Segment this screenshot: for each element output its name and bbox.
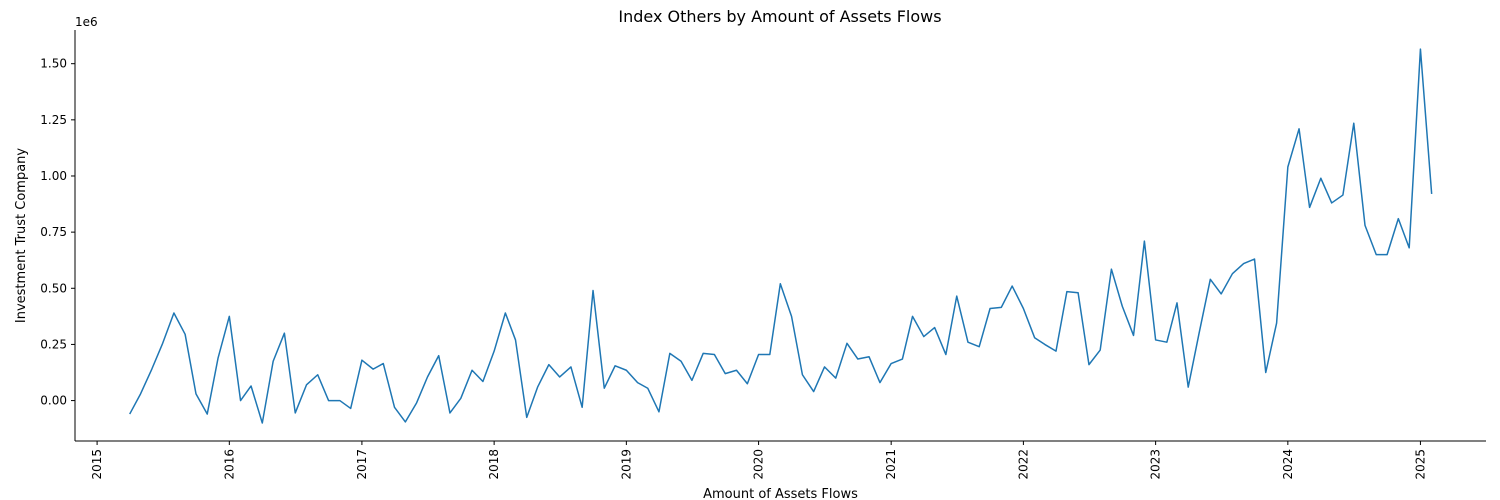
y-tick-label: 0.50 [40, 281, 67, 295]
y-tick-label: 1.00 [40, 169, 67, 183]
x-ticks: 2015 2016 2017 2018 2019 2020 2021 2022 2023 2024… [90, 441, 1427, 480]
x-tick-label: 2015 [90, 449, 104, 480]
x-tick-label: 2017 [355, 449, 369, 480]
x-tick-label: 2025 [1413, 449, 1427, 480]
y-tick-label: 0.75 [40, 225, 67, 239]
y-tick-label: 1.50 [40, 57, 67, 71]
x-tick-label: 2020 [752, 449, 766, 480]
x-tick-label: 2016 [222, 449, 236, 480]
x-axis-label: Amount of Assets Flows [703, 487, 858, 500]
x-tick-label: 2023 [1149, 449, 1163, 480]
y-ticks: 0.00 0.25 0.50 0.75 1.00 1.25 1.50 [40, 57, 75, 408]
x-tick-label: 2024 [1281, 449, 1295, 480]
x-tick-label: 2021 [884, 449, 898, 480]
chart-title: Index Others by Amount of Assets Flows [618, 7, 941, 26]
y-tick-label: 1.25 [40, 113, 67, 127]
series-layer [129, 48, 1433, 424]
x-tick-label: 2018 [487, 449, 501, 480]
x-tick-label: 2019 [619, 449, 633, 480]
y-tick-label: 0.25 [40, 337, 67, 351]
y-axis-offset-label: 1e6 [75, 15, 98, 29]
y-tick-label: 0.00 [40, 394, 67, 408]
axes [74, 30, 1486, 442]
x-tick-label: 2022 [1016, 449, 1030, 480]
y-axis-label: Investment Trust Company [14, 148, 29, 324]
series-line [129, 48, 1433, 424]
